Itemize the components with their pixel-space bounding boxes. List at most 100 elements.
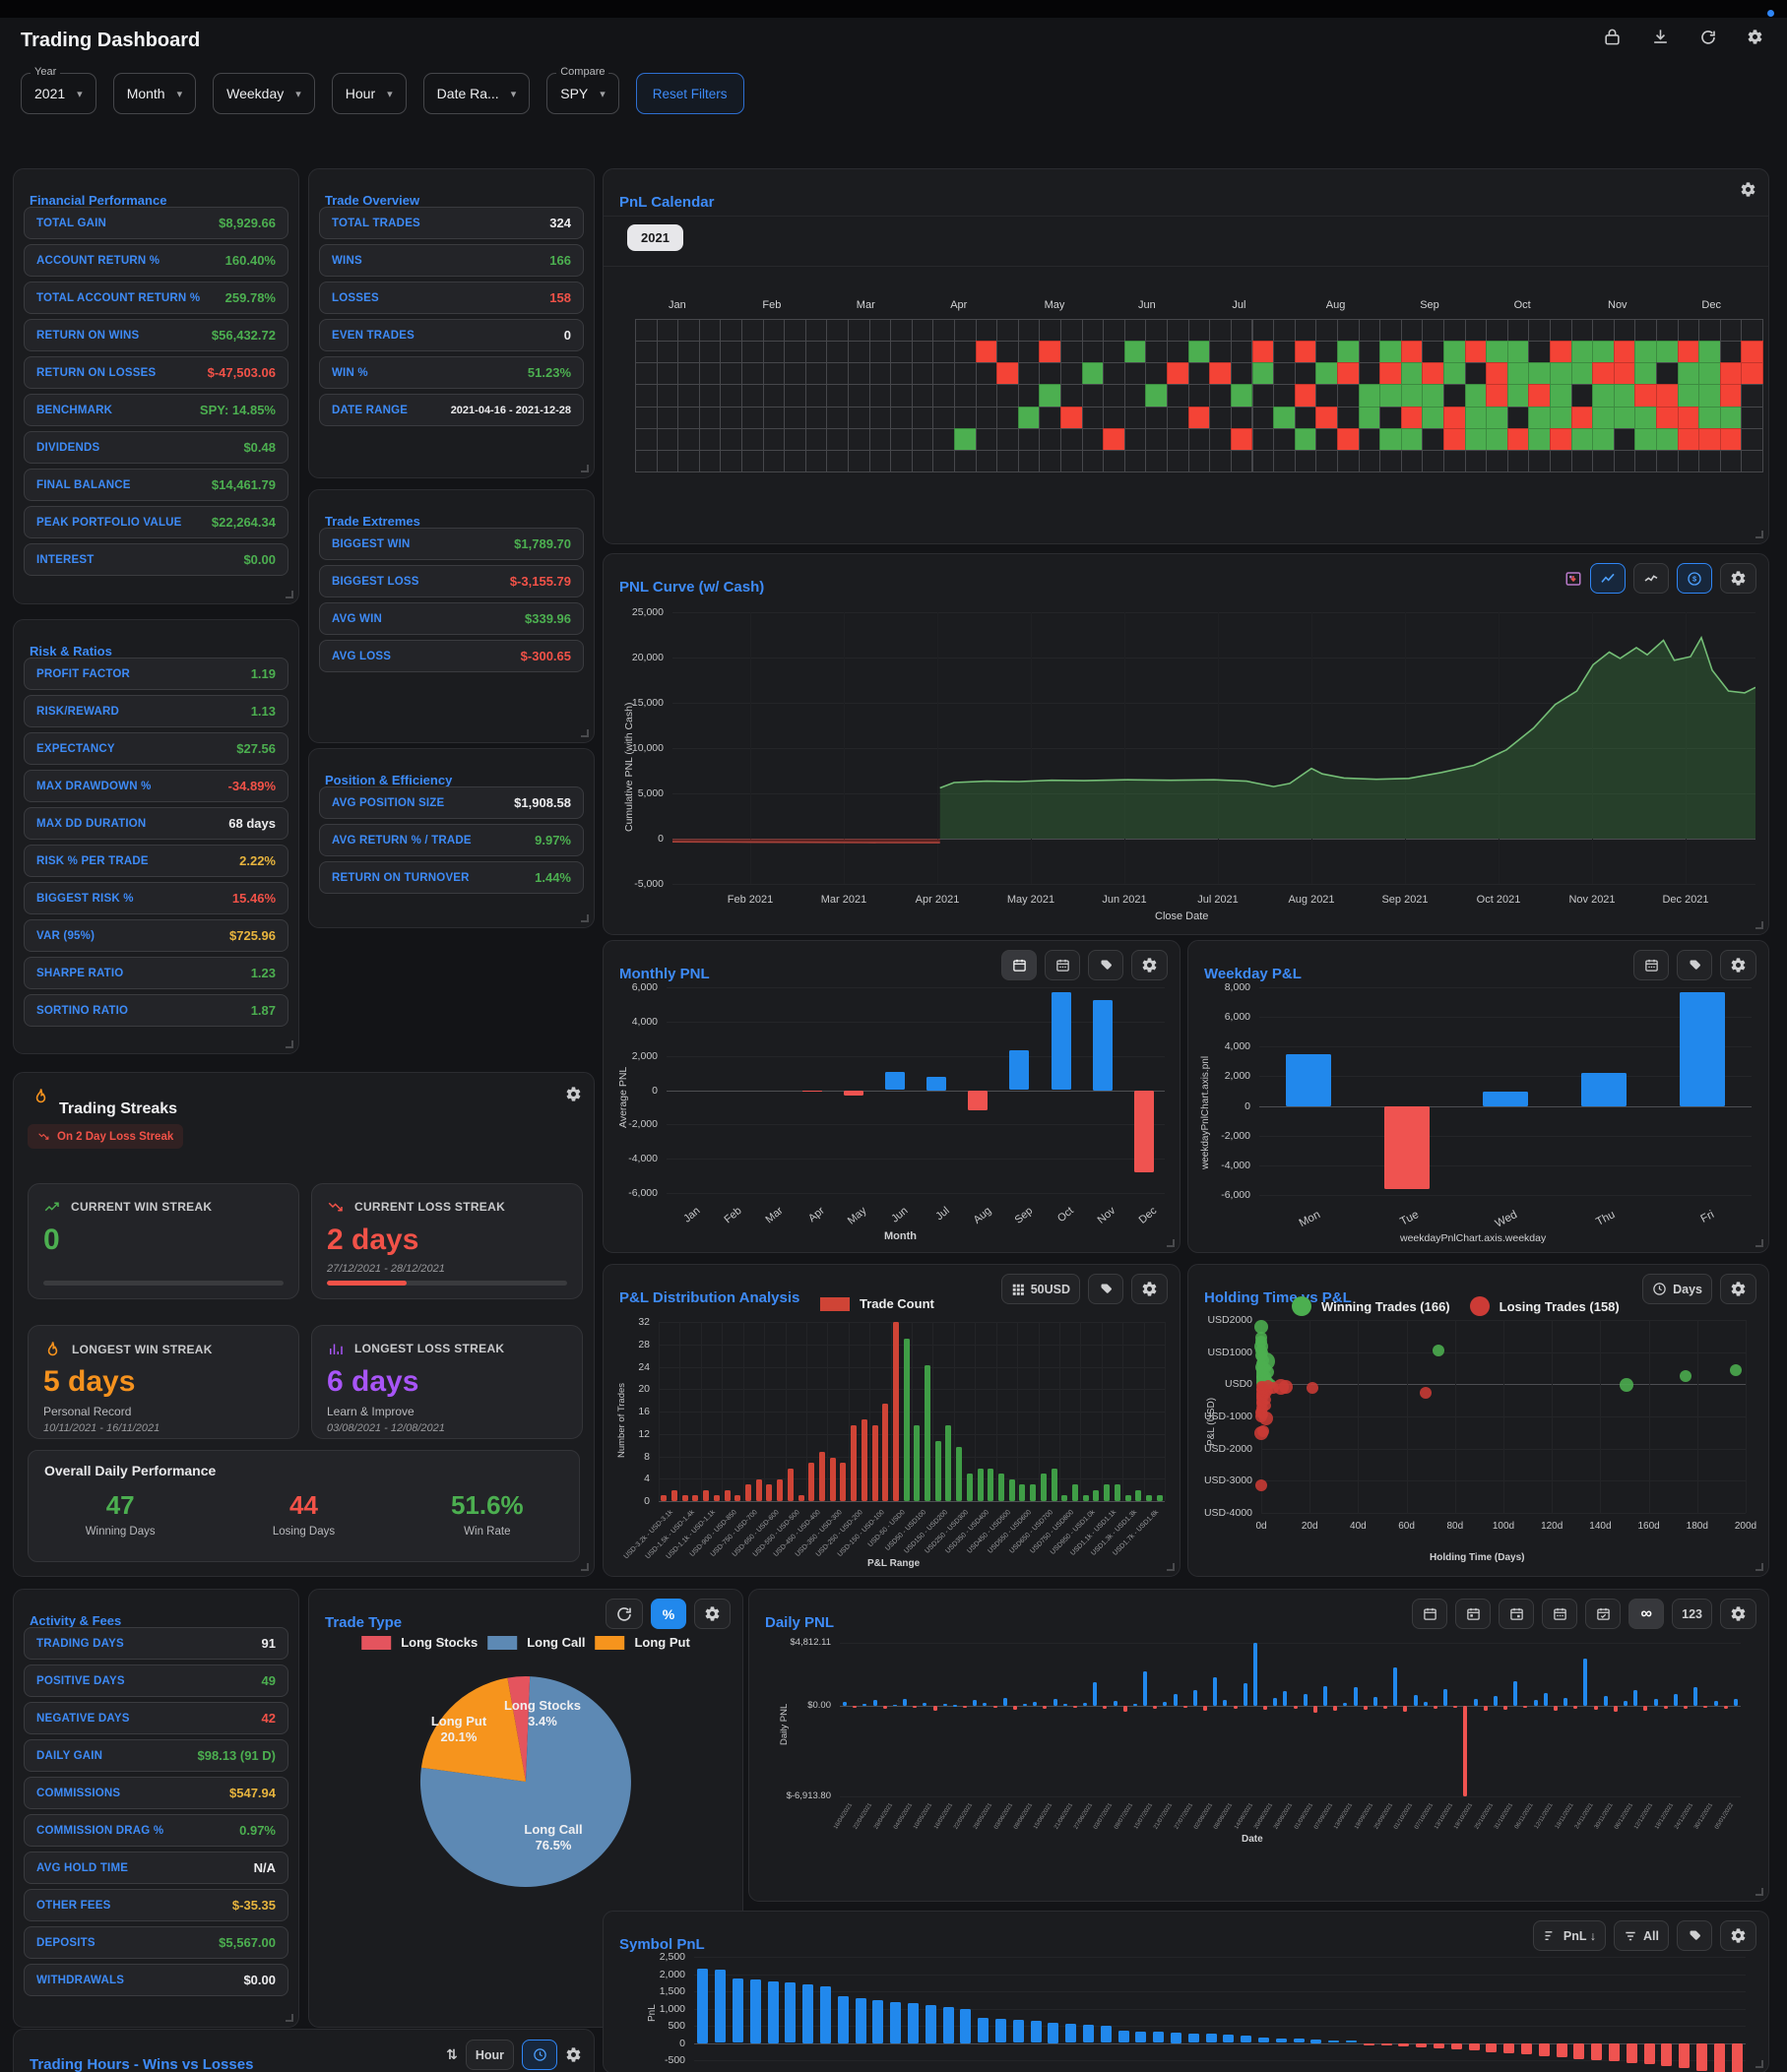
- calendar-day-cell[interactable]: [1379, 362, 1402, 386]
- calendar-day-cell[interactable]: [1400, 341, 1424, 364]
- gear-button[interactable]: [1720, 1274, 1756, 1304]
- calendar-day-cell[interactable]: [1528, 427, 1551, 451]
- calendar-day-cell[interactable]: [1294, 341, 1317, 364]
- tag-button[interactable]: [1677, 1920, 1712, 1951]
- month-filter[interactable]: Month ▾: [112, 73, 197, 114]
- cal-c-button[interactable]: [1499, 1599, 1535, 1629]
- gear-button[interactable]: [1747, 29, 1763, 45]
- calendar-day-cell[interactable]: [1634, 362, 1657, 386]
- calendar-day-cell[interactable]: [1634, 406, 1657, 429]
- calendar-day-cell[interactable]: [1719, 384, 1743, 408]
- cal-dots-button[interactable]: [1633, 950, 1669, 980]
- calendar-day-cell[interactable]: [1677, 406, 1700, 429]
- calendar-day-cell[interactable]: [1103, 427, 1125, 451]
- line-chart-button[interactable]: [1590, 563, 1626, 594]
- calendar-button[interactable]: [1001, 950, 1037, 980]
- hour-filter[interactable]: Hour ▾: [331, 73, 407, 114]
- calendar-day-cell[interactable]: [1209, 362, 1232, 386]
- refresh-button[interactable]: [606, 1599, 643, 1629]
- dollar-button[interactable]: $: [1677, 563, 1712, 594]
- calendar-day-cell[interactable]: [1655, 384, 1679, 408]
- refresh-button[interactable]: [1699, 29, 1717, 46]
- calendar-day-cell[interactable]: [1145, 384, 1169, 408]
- calendar-day-cell[interactable]: [1379, 427, 1402, 451]
- calendar-day-cell[interactable]: [1655, 427, 1679, 451]
- calendar-day-cell[interactable]: [1251, 362, 1275, 386]
- calendar-day-cell[interactable]: [1698, 341, 1721, 364]
- cal-b-button[interactable]: [1455, 1599, 1492, 1629]
- calendar-day-cell[interactable]: [1230, 384, 1253, 408]
- calendar-day-cell[interactable]: [1336, 362, 1360, 386]
- calendar-day-cell[interactable]: [1506, 362, 1530, 386]
- calendar-day-cell[interactable]: [954, 427, 977, 451]
- calendar-day-cell[interactable]: [1528, 406, 1551, 429]
- cal-dots-button[interactable]: [1045, 950, 1080, 980]
- calendar-day-cell[interactable]: [1549, 427, 1572, 451]
- calendar-day-cell[interactable]: [1592, 362, 1615, 386]
- calendar-day-cell[interactable]: [1570, 341, 1594, 364]
- calendar-day-cell[interactable]: [1379, 384, 1402, 408]
- gear-button[interactable]: [1720, 563, 1756, 594]
- calendar-day-cell[interactable]: [1634, 341, 1657, 364]
- calendar-day-cell[interactable]: [1336, 427, 1360, 451]
- calendar-day-cell[interactable]: [1570, 406, 1594, 429]
- calendar-day-cell[interactable]: [1442, 427, 1466, 451]
- calendar-day-cell[interactable]: [1506, 427, 1530, 451]
- calendar-day-cell[interactable]: [1400, 406, 1424, 429]
- gear-button[interactable]: [1131, 950, 1168, 980]
- calendar-day-cell[interactable]: [1613, 406, 1636, 429]
- lock-button[interactable]: [1603, 28, 1622, 46]
- calendar-day-cell[interactable]: [1506, 384, 1530, 408]
- gear-button[interactable]: [565, 1086, 582, 1102]
- year-filter[interactable]: Year 2021 ▾: [21, 66, 96, 114]
- calendar-day-cell[interactable]: [1719, 406, 1743, 429]
- gear-button[interactable]: [1720, 1920, 1756, 1951]
- calendar-day-cell[interactable]: [1379, 341, 1402, 364]
- calendar-day-cell[interactable]: [1592, 427, 1615, 451]
- calendar-day-cell[interactable]: [1187, 341, 1211, 364]
- calendar-day-cell[interactable]: [1506, 341, 1530, 364]
- calendar-day-cell[interactable]: [1442, 341, 1466, 364]
- calendar-day-cell[interactable]: [1464, 341, 1488, 364]
- calendar-day-cell[interactable]: [996, 362, 1019, 386]
- calendar-day-cell[interactable]: [1315, 406, 1338, 429]
- calendar-day-cell[interactable]: [1422, 384, 1444, 408]
- calendar-day-cell[interactable]: [1358, 406, 1381, 429]
- line-chart2-button[interactable]: [1633, 563, 1669, 594]
- download-button[interactable]: [1651, 28, 1670, 46]
- calendar-day-cell[interactable]: [1719, 362, 1743, 386]
- gear-button[interactable]: [565, 2046, 582, 2063]
- calendar-day-cell[interactable]: [1422, 362, 1444, 386]
- calendar-day-cell[interactable]: [1634, 384, 1657, 408]
- compare-filter[interactable]: Compare SPY ▾: [546, 66, 619, 114]
- gear-button[interactable]: [1131, 1274, 1168, 1304]
- calendar-day-cell[interactable]: [1336, 341, 1360, 364]
- calendar-day-cell[interactable]: [1528, 362, 1551, 386]
- calendar-day-cell[interactable]: [1464, 427, 1488, 451]
- reset-filters-button[interactable]: Reset Filters: [635, 73, 744, 114]
- calendar-day-cell[interactable]: [1528, 384, 1551, 408]
- calendar-day-cell[interactable]: [1486, 362, 1508, 386]
- calendar-day-cell[interactable]: [1677, 384, 1700, 408]
- calendar-day-cell[interactable]: [1677, 427, 1700, 451]
- calendar-day-cell[interactable]: [1251, 341, 1275, 364]
- sort-vert-button[interactable]: ⇅: [446, 2046, 458, 2063]
- calendar-day-cell[interactable]: [1698, 406, 1721, 429]
- clock-button[interactable]: Days: [1642, 1274, 1712, 1304]
- tag-button[interactable]: [1088, 1274, 1123, 1304]
- calendar-day-cell[interactable]: [1187, 406, 1211, 429]
- image-button[interactable]: [1564, 570, 1582, 588]
- filter-button[interactable]: All: [1614, 1920, 1669, 1951]
- calendar-day-cell[interactable]: [1549, 341, 1572, 364]
- calendar-day-cell[interactable]: [1613, 384, 1636, 408]
- calendar-day-cell[interactable]: [1486, 384, 1508, 408]
- gear-button[interactable]: [1740, 181, 1756, 198]
- calendar-day-cell[interactable]: [1060, 406, 1083, 429]
- text-button[interactable]: Hour: [465, 2040, 514, 2070]
- calendar-day-cell[interactable]: [1570, 362, 1594, 386]
- calendar-day-cell[interactable]: [1294, 384, 1317, 408]
- calendar-day-cell[interactable]: [1655, 341, 1679, 364]
- calendar-day-cell[interactable]: [1655, 406, 1679, 429]
- calendar-day-cell[interactable]: [1741, 362, 1763, 386]
- calendar-day-cell[interactable]: [1613, 362, 1636, 386]
